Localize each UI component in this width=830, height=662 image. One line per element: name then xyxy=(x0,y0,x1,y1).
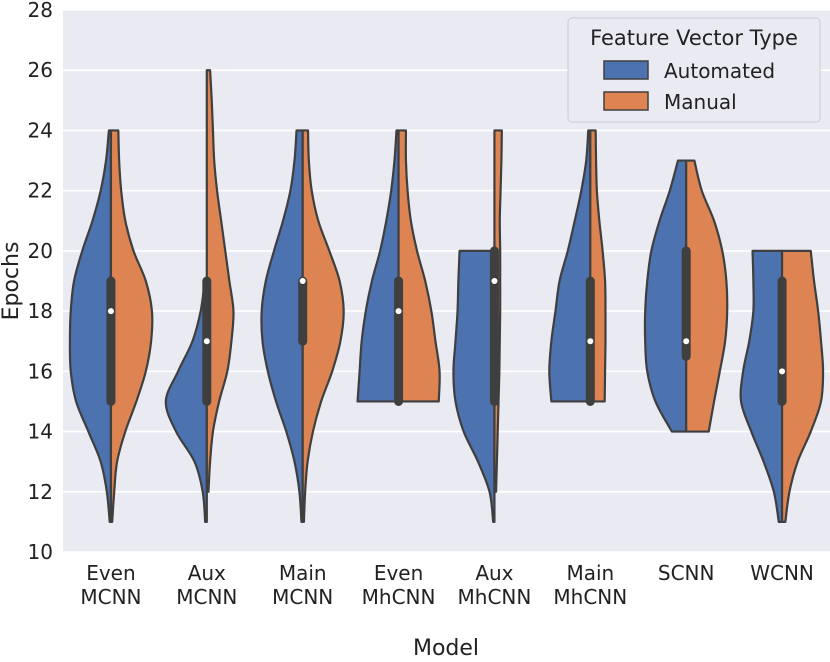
y-tick-label: 22 xyxy=(28,179,53,203)
violin-half-manual-1 xyxy=(205,69,235,493)
y-tick-label: 10 xyxy=(28,540,53,564)
violin-half-automated-2 xyxy=(260,129,304,523)
x-tick-label: WCNN xyxy=(750,561,814,585)
y-tick-label: 12 xyxy=(28,480,53,504)
legend-swatch-automated xyxy=(603,60,649,80)
y-tick-label: 14 xyxy=(28,420,53,444)
x-tick-label: Even MCNN xyxy=(80,561,141,609)
violin-half-automated-3 xyxy=(356,129,400,403)
y-tick-labels: 10 12 14 16 18 20 22 24 26 28 xyxy=(28,0,53,564)
violin-half-manual-3 xyxy=(397,129,441,403)
legend: Feature Vector Type Automated Manual xyxy=(567,17,821,123)
violin-median-4 xyxy=(491,278,498,284)
x-tick-labels: Even MCNN Aux MCNN Main MCNN Even MhCNN Aux MhCNN… xyxy=(80,561,814,609)
x-axis-label: Model xyxy=(413,636,479,661)
legend-label-automated: Automated xyxy=(664,59,775,83)
violin-half-automated-0 xyxy=(68,129,113,523)
x-tick-label: Aux MhCNN xyxy=(458,561,532,609)
y-tick-label: 26 xyxy=(28,58,53,82)
y-tick-label: 28 xyxy=(28,0,53,22)
y-tick-label: 20 xyxy=(28,239,53,263)
violin-half-automated-1 xyxy=(164,279,208,523)
violin-half-manual-2 xyxy=(301,129,345,523)
violin-half-automated-5 xyxy=(548,129,592,403)
violin-median-1 xyxy=(203,338,210,345)
violin-half-automated-4 xyxy=(452,249,496,523)
violin-median-0 xyxy=(107,308,114,315)
violin-median-3 xyxy=(395,308,402,315)
legend-swatch-manual xyxy=(603,91,649,111)
legend-title: Feature Vector Type xyxy=(590,26,798,50)
x-tick-label: Main MhCNN xyxy=(553,561,627,609)
x-tick-label: Even MhCNN xyxy=(362,561,436,609)
violin-median-5 xyxy=(587,338,594,345)
violin-median-6 xyxy=(683,338,690,345)
y-tick-label: 18 xyxy=(28,299,53,323)
legend-label-manual: Manual xyxy=(664,90,737,114)
violin-half-automated-7 xyxy=(739,249,784,523)
violin-half-manual-6 xyxy=(685,159,729,433)
x-tick-label: Main MCNN xyxy=(272,561,333,609)
violin-half-manual-7 xyxy=(780,249,825,523)
violin-median-7 xyxy=(779,368,786,375)
violin-half-manual-0 xyxy=(109,129,154,523)
violin-half-automated-6 xyxy=(643,159,688,433)
x-tick-label: SCNN xyxy=(658,561,715,585)
violins xyxy=(68,69,825,523)
violin-median-2 xyxy=(299,278,306,284)
x-tick-label: Aux MCNN xyxy=(176,561,237,609)
y-axis-label: Epochs xyxy=(0,242,24,321)
y-tick-label: 16 xyxy=(28,359,53,383)
y-tick-label: 24 xyxy=(28,118,53,142)
